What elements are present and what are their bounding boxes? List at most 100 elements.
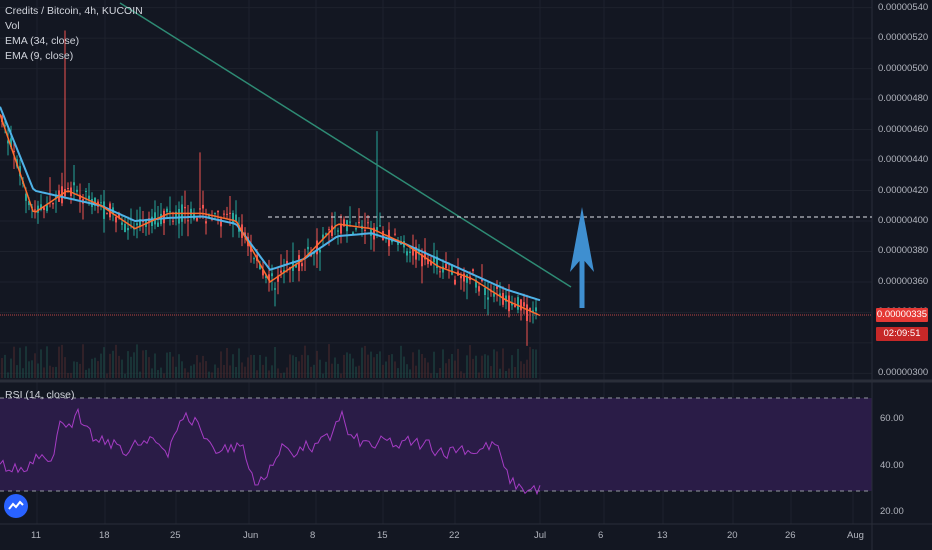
volume-bar [301,354,303,378]
candle-body [355,228,357,230]
volume-bar [187,372,189,378]
candle-body [73,182,75,186]
volume-bar [283,372,285,378]
volume-bar [7,372,9,378]
trendline-drawing[interactable] [119,2,572,288]
volume-bar [157,370,159,378]
candle-body [424,250,426,260]
volume-bar [166,352,168,378]
candle-body [37,205,39,213]
volume-bar [145,350,147,378]
volume-bar [445,363,447,378]
volume-bar [424,357,426,378]
volume-bar [199,362,201,378]
volume-bar [289,354,291,378]
candle-body [127,228,129,231]
candle-body [202,204,204,209]
volume-bar [223,365,225,378]
volume-bar [355,366,357,378]
volume-bar [52,367,54,378]
volume-bar [334,357,336,378]
volume-bar [349,353,351,378]
candle-body [34,209,36,211]
legend-ema-9[interactable]: EMA (9, close) [5,50,74,62]
volume-bar [304,345,306,378]
candle-body [259,264,261,270]
volume-bar [88,368,90,378]
volume-bar [25,346,27,378]
ema-34-line [0,106,541,302]
volume-bar [529,346,531,378]
candle-body [199,208,201,210]
candle-body [172,220,174,222]
candle-body [430,261,432,266]
candle-body [235,214,237,222]
candle-body [121,222,123,225]
candle-body [328,229,330,231]
price-tick-label: 0.00000500 [878,62,929,74]
candle-body [466,274,468,283]
volume-bar [433,351,435,378]
candle-body [343,219,345,227]
time-tick-label: 25 [170,530,181,541]
volume-bar [139,371,141,378]
candle-body [529,307,531,312]
price-tick-label: 0.00000400 [878,214,929,226]
volume-bar [373,357,375,378]
volume-bar [40,349,42,378]
rsi-tick-label: 40.00 [880,459,904,471]
volume-bar [322,373,324,378]
volume-bar [238,348,240,378]
price-tick-label: 0.00000300 [878,367,929,379]
volume-bar [94,357,96,378]
candle-body [505,295,507,302]
chart-title[interactable]: Credits / Bitcoin, 4h, KUCOIN [5,5,143,17]
volume-bar [346,352,348,378]
volume-bar [70,372,72,378]
time-tick-label: Jun [243,530,259,541]
volume-bar [148,357,150,378]
candle-body [124,223,126,233]
volume-bar [457,348,459,378]
volume-bar [277,368,279,378]
candle-body [352,232,354,235]
volume-bar [340,373,342,378]
time-tick-label: 18 [99,530,110,541]
volume-bar [496,351,498,378]
volume-bar [292,355,294,378]
volume-bar [43,367,45,378]
candle-body [322,234,324,239]
volume-bar [481,355,483,378]
up-arrow-drawing[interactable] [570,207,594,308]
candle-body [439,271,441,273]
candle-body [226,213,228,215]
volume-bar [358,365,360,378]
volume-bar [262,364,264,378]
candle-body [88,195,90,200]
candle-body [406,251,408,256]
candle-body [76,189,78,192]
volume-bar [490,366,492,378]
candle-body [349,221,351,223]
volume-bar [259,355,261,378]
candle-body [280,270,282,273]
candle-body [157,222,159,227]
rsi-legend[interactable]: RSI (14, close) [5,389,75,401]
candle-body [532,310,534,312]
volume-bar [85,369,87,378]
legend-volume[interactable]: Vol [5,20,20,32]
candle-body [472,269,474,272]
volume-bar [211,372,213,378]
candle-body [187,220,189,222]
legend-ema-34[interactable]: EMA (34, close) [5,35,80,47]
countdown-tag: 02:09:51 [876,327,928,341]
volume-bar [19,347,21,378]
volume-bar [460,371,462,378]
tradingview-logo[interactable] [4,494,28,518]
volume-bar [232,354,234,378]
candle-body [178,209,180,224]
candle-body [55,194,57,199]
candle-body [364,229,366,231]
candle-body [163,210,165,224]
